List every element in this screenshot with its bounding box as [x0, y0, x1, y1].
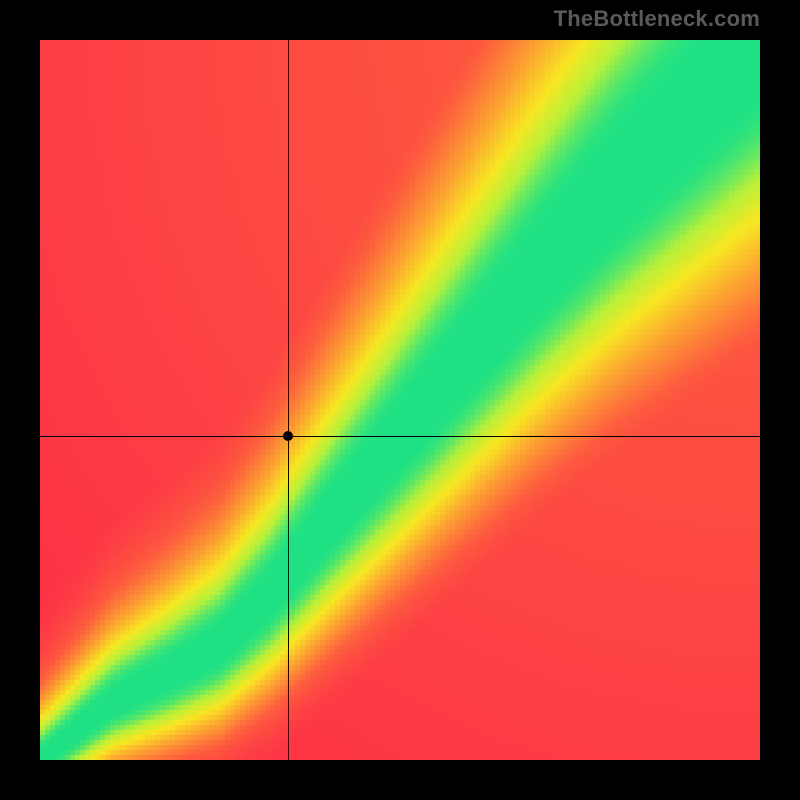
crosshair-vertical: [288, 40, 289, 760]
heatmap-canvas: [40, 40, 760, 760]
bottleneck-heatmap: [40, 40, 760, 760]
watermark-text: TheBottleneck.com: [554, 6, 760, 32]
crosshair-horizontal: [40, 436, 760, 437]
selected-point-marker: [283, 431, 293, 441]
